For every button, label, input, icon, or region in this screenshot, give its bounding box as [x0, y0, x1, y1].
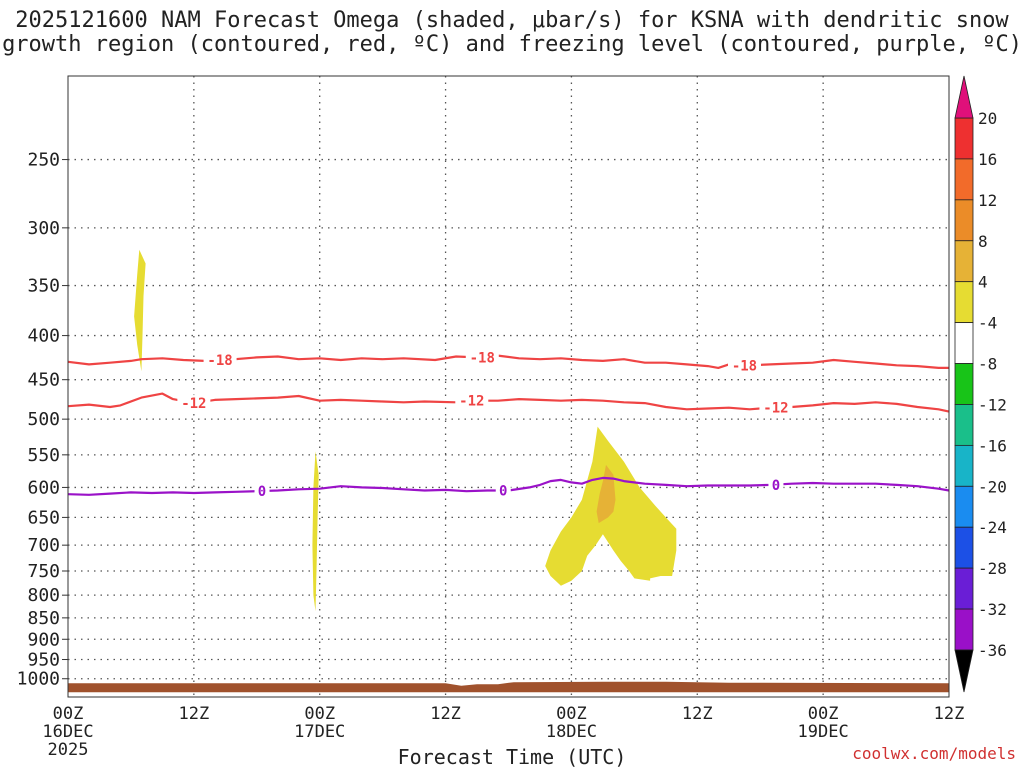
- contour-label-bg: [495, 482, 511, 499]
- colorbar-label: 16: [978, 150, 997, 169]
- colorbar-label: 20: [978, 109, 997, 128]
- contour--18: [67, 354, 949, 369]
- contour-label-bg: [254, 483, 270, 500]
- y-tick-label: 450: [27, 370, 60, 391]
- terrain: [68, 681, 949, 693]
- x-tick-label: 18DEC: [546, 722, 597, 742]
- colorbar-label: -32: [978, 600, 1007, 619]
- contour-label: 0: [258, 484, 266, 500]
- colorbar-band: [954, 281, 974, 324]
- shaded-region-omega-4-8-b: [312, 451, 319, 612]
- contour-0: [67, 476, 950, 496]
- y-tick-label: 850: [27, 608, 60, 629]
- y-tick-label: 550: [27, 445, 60, 466]
- colorbar-bottom-arrow: [954, 649, 974, 693]
- contour-label-bg: [759, 399, 793, 416]
- colorbar-label: -16: [978, 436, 1007, 455]
- grid: [68, 76, 949, 697]
- y-tick-label: 750: [27, 561, 60, 582]
- x-tick-label: 12Z: [934, 704, 965, 724]
- chart-title-line-2: growth region (contoured, red, ºC) and f…: [2, 32, 1022, 57]
- colorbar-band: [954, 240, 974, 283]
- y-tick-label: 1000: [17, 669, 60, 690]
- colorbar-band: [954, 608, 974, 651]
- colorbar-band: [954, 404, 974, 446]
- colorbar-band: [954, 485, 974, 528]
- x-tick-label: 00Z: [304, 704, 335, 724]
- contour-label: -18: [207, 353, 232, 369]
- colorbar-label: -20: [978, 477, 1007, 496]
- colorbar-label: 8: [978, 232, 988, 251]
- y-tick-label: 500: [27, 409, 60, 430]
- x-tick-label: 00Z: [53, 704, 84, 724]
- colorbar-top-arrow: [954, 75, 974, 119]
- x-tick-label: 12Z: [682, 704, 713, 724]
- contour-label: 0: [499, 484, 507, 500]
- contour-label: -12: [763, 401, 788, 417]
- y-tick-label: 700: [27, 535, 60, 556]
- contour-label: -12: [181, 396, 206, 412]
- omega-shading: [134, 249, 677, 612]
- y-tick-label: 350: [27, 276, 60, 297]
- x-axis-label: Forecast Time (UTC): [397, 745, 627, 769]
- y-axis-ticks: 2503003504004505005506006507007508008509…: [17, 150, 68, 690]
- colorbar-band: [954, 444, 974, 487]
- contour-label-bg: [768, 476, 784, 493]
- x-tick-label: 2025: [48, 740, 89, 760]
- colorbar-band: [954, 199, 974, 242]
- plot-frame: [67, 75, 950, 698]
- colorbar-band: [954, 117, 974, 160]
- x-tick-label: 19DEC: [798, 722, 849, 742]
- colorbar-label: -4: [978, 314, 997, 333]
- x-tick-label: 16DEC: [42, 722, 93, 742]
- contour-label: -18: [470, 350, 495, 366]
- y-tick-label: 300: [27, 218, 60, 239]
- colorbar-band: [954, 567, 974, 610]
- contour-label-bg: [465, 349, 499, 366]
- credit-link[interactable]: coolwx.com/models: [852, 744, 1016, 763]
- y-tick-label: 900: [27, 629, 60, 650]
- contours: -18 -18 -18 -12 -12 -12 0 0 0: [67, 349, 950, 500]
- contour-label-bg: [177, 395, 211, 412]
- contour-label: -12: [459, 394, 484, 410]
- colorbar-label: -36: [978, 641, 1007, 660]
- colorbar-label: 4: [978, 273, 988, 292]
- terrain-fill: [68, 681, 949, 693]
- colorbar: 20 16 12 8 4 -4 -8 -12 -16 -20 -24 -28 -32 -36: [954, 75, 1007, 693]
- chart-title-line-1: 2025121600 NAM Forecast Omega (shaded, μ…: [15, 8, 1009, 33]
- colorbar-band: [954, 322, 974, 364]
- x-tick-label: 00Z: [556, 704, 587, 724]
- contour-label-bg: [203, 352, 237, 369]
- colorbar-label: -28: [978, 559, 1007, 578]
- contour-label-bg: [455, 392, 489, 409]
- shaded-region-omega-4-8-a: [134, 249, 146, 372]
- colorbar-band: [954, 363, 974, 405]
- contour-label: -18: [732, 358, 757, 374]
- y-tick-label: 250: [27, 150, 60, 171]
- colorbar-label: -24: [978, 518, 1007, 537]
- y-tick-label: 400: [27, 326, 60, 347]
- colorbar-label: 12: [978, 191, 997, 210]
- x-tick-label: 12Z: [178, 704, 209, 724]
- contour-label: 0: [772, 478, 780, 494]
- contour-label-bg: [727, 357, 761, 374]
- colorbar-band: [954, 526, 974, 569]
- y-tick-label: 650: [27, 507, 60, 528]
- y-tick-label: 600: [27, 477, 60, 498]
- x-tick-label: 00Z: [808, 704, 839, 724]
- colorbar-label: -8: [978, 355, 997, 374]
- x-tick-label: 12Z: [430, 704, 461, 724]
- y-tick-label: 950: [27, 650, 60, 671]
- plot-border: [67, 75, 950, 698]
- colorbar-band: [954, 158, 974, 201]
- y-tick-label: 800: [27, 585, 60, 606]
- colorbar-label: -12: [978, 395, 1007, 414]
- x-tick-label: 17DEC: [294, 722, 345, 742]
